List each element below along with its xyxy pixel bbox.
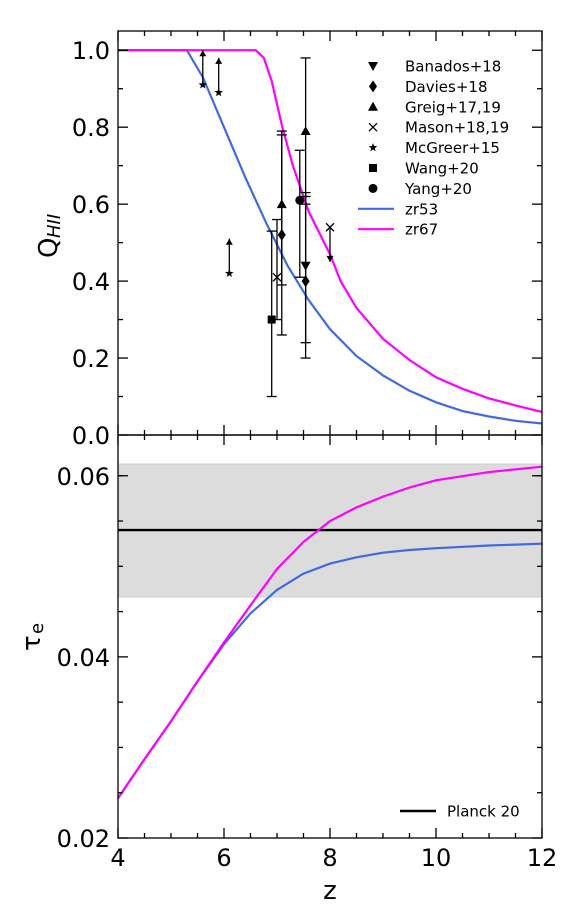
legend-entry-davies-18-marker: [369, 80, 377, 93]
top-ytick-label-1: 0.2: [72, 345, 110, 373]
top-ylabel-sub: HII: [44, 214, 65, 238]
legend-entry-wang-20-label: Wang+20: [405, 160, 479, 178]
point-mcgreer-15-0-limit-arrow-head: [199, 50, 207, 57]
top-data-markers: [198, 50, 335, 398]
bottom-ylabel-sub: e: [27, 623, 48, 634]
bottom-xtick-label-1: 6: [216, 844, 231, 872]
bottom-model-lines: [117, 465, 543, 799]
bottom-ylabel-main: τ: [17, 635, 47, 651]
point-mcgreer-15-0: [198, 80, 208, 89]
top-ytick-label-2: 0.4: [72, 268, 110, 296]
bottom-legend: Planck 20: [400, 803, 520, 821]
legend-entry-banados-18-label: Banados+18: [405, 58, 501, 76]
point-mcgreer-15-2: [225, 268, 234, 278]
point-greig-17-19-1: [300, 126, 311, 136]
legend-entry-wang-20-marker: [369, 164, 377, 172]
legend-entry-yang-20-label: Yang+20: [404, 180, 472, 198]
top-ylabel-main: Q: [34, 238, 64, 258]
top-ytick-label-5: 1.0: [72, 37, 110, 65]
legend-entry-mcgreer-15-marker: [368, 143, 378, 152]
legend-entry-mason-18-19-marker: [368, 122, 378, 132]
legend-entry-mason-18-19-label: Mason+18,19: [405, 119, 509, 137]
legend-entry-banados-18-marker: [368, 62, 378, 71]
legend-entry-planck-20-label: Planck 20: [447, 803, 520, 821]
bottom-panel: 0.02 0.04 0.06 4 6 8 10 12 τ e z Planck 20: [17, 434, 558, 906]
bottom-xtick-label-0: 4: [110, 844, 125, 872]
bottom-ytick-label-1: 0.04: [57, 644, 110, 672]
legend-entry-greig-17-19-marker: [368, 101, 378, 111]
top-legend: Banados+18 Davies+18 Greig+17,19 Mason+18,1…: [358, 58, 509, 239]
top-ytick-label-3: 0.6: [72, 191, 110, 219]
point-greig-17-19-0: [276, 199, 287, 209]
bottom-xtick-label-4: 12: [527, 844, 558, 872]
point-mcgreer-15-1: [214, 88, 223, 97]
legend-entry-yang-20-marker: [368, 183, 378, 193]
point-wang-20-0: [267, 315, 276, 324]
legend-entry-davies-18-label: Davies+18: [405, 78, 488, 96]
legend-entry-zr67-label: zr67: [405, 221, 438, 239]
bottom-axis-ticks: 0.02 0.04 0.06 4 6 8 10 12: [57, 435, 558, 872]
top-panel: 0.0 0.2 0.4 0.6 0.8 1.0 Q HII Banados+18 Davie…: [34, 30, 543, 450]
bottom-line-zr67: [117, 465, 543, 799]
point-mason-18-19-1: [325, 222, 335, 232]
point-mcgreer-15-1-limit-arrow-head: [215, 57, 223, 64]
point-mason-18-19-0: [272, 272, 282, 282]
legend-entry-greig-17-19-label: Greig+17,19: [405, 98, 501, 116]
bottom-xlabel: z: [323, 876, 337, 906]
legend-entry-mcgreer-15-label: McGreer+15: [405, 139, 500, 157]
bottom-xtick-label-3: 10: [421, 844, 452, 872]
point-mason-18-19-1-limit-arrow-head: [326, 255, 334, 262]
bottom-ytick-label-0: 0.02: [57, 825, 110, 853]
point-yang-20-0: [295, 195, 305, 205]
bottom-xtick-label-2: 8: [322, 844, 337, 872]
top-ytick-label-0: 0.0: [72, 422, 110, 450]
bottom-ytick-label-2: 0.06: [57, 463, 110, 491]
top-line-zr67: [118, 49, 543, 413]
top-model-lines: [118, 49, 543, 425]
top-ytick-label-4: 0.8: [72, 114, 110, 142]
point-davies-18-1: [301, 275, 310, 288]
legend-entry-zr53-label: zr53: [405, 200, 438, 218]
bottom-plot-frame: [117, 434, 543, 839]
top-line-zr53: [118, 49, 543, 425]
point-mcgreer-15-2-limit-arrow-head: [225, 238, 233, 245]
